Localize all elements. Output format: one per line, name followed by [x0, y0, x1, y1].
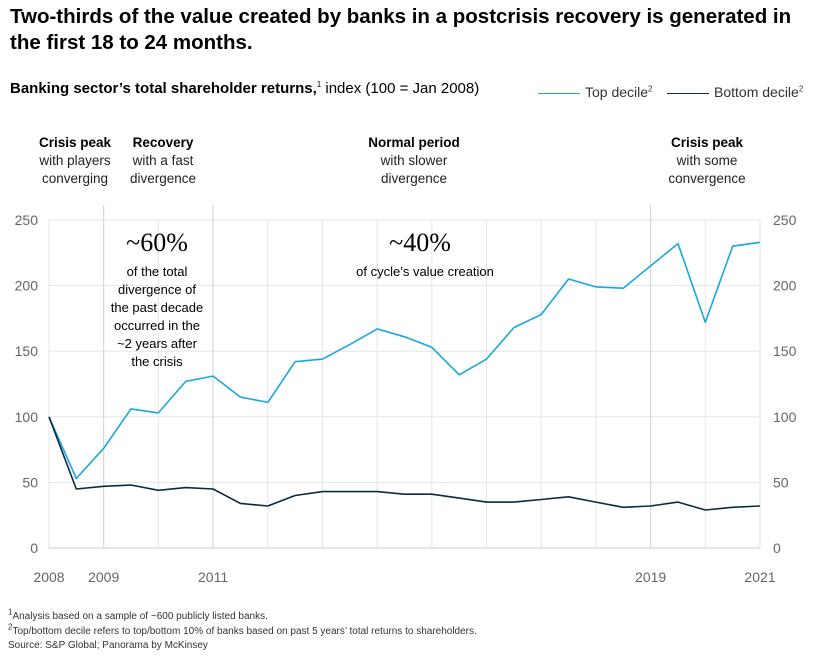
phase-desc: with players converging: [39, 153, 111, 186]
legend-label-top: Top decile: [585, 84, 649, 100]
phase-title: Crisis peak: [38, 135, 112, 150]
chart-subtitle: Banking sector’s total shareholder retur…: [10, 80, 479, 97]
y-tick-label-left: 0: [30, 540, 38, 556]
y-tick-label-right: 150: [773, 343, 797, 359]
phase-desc: with slower divergence: [380, 153, 448, 186]
annotation-60-value: ~60%: [126, 228, 188, 257]
annotation-60-text: of the total divergence of the past deca…: [110, 264, 204, 369]
footnote-sup: 1: [8, 607, 13, 617]
legend-label-bottom: Bottom decile: [714, 84, 799, 100]
y-tick-label-right: 50: [773, 474, 789, 490]
phase-title: Recovery: [132, 135, 194, 150]
phase-title: Normal period: [368, 135, 460, 150]
legend-sup-top: 2: [648, 84, 653, 94]
x-tick-label: 2011: [198, 569, 228, 585]
legend-top-decile: Top decile2: [538, 84, 653, 100]
y-tick-label-left: 50: [22, 474, 38, 490]
subtitle-footnote-ref: 1: [316, 80, 322, 89]
annotation-40-value: ~40%: [389, 228, 451, 257]
phase-desc: with a fast divergence: [129, 153, 197, 186]
footnote-text: Analysis based on a sample of ~600 publi…: [12, 611, 268, 622]
subtitle-bold: Banking sector’s total shareholder retur…: [10, 80, 317, 97]
series-line-bottom-decile: [48, 416, 761, 511]
x-tick-label: 2019: [635, 569, 666, 585]
legend-swatch-bottom: [667, 92, 709, 94]
y-tick-label-left: 200: [15, 278, 39, 294]
phase-normal-period: Normal period with slower divergence: [368, 134, 460, 188]
x-tick-label: 2009: [88, 569, 119, 585]
phase-desc: with some convergence: [668, 153, 746, 186]
y-tick-label-left: 100: [15, 409, 39, 425]
chart-title: Two-thirds of the value created by banks…: [10, 5, 792, 54]
y-tick-label-left: 250: [15, 212, 39, 228]
phase-crisis-peak-2008: Crisis peak with players converging: [39, 134, 111, 188]
series-line-top-decile: [48, 241, 761, 480]
footnote-sup: 2: [8, 622, 13, 632]
subtitle-rest: index (100 = Jan 2008): [321, 80, 480, 97]
footnote-2: 2Top/bottom decile refers to top/bottom …: [8, 622, 477, 637]
phase-crisis-peak-2020: Crisis peak with some convergence: [668, 134, 745, 188]
x-tick-label: 2021: [744, 569, 775, 585]
y-tick-label-right: 100: [773, 409, 797, 425]
annotation-40-text: of cycle’s value creation: [356, 264, 494, 279]
x-tick-label: 2008: [33, 569, 64, 585]
legend-swatch-top: [538, 92, 580, 94]
y-tick-label-right: 200: [773, 278, 797, 294]
y-tick-label-right: 250: [773, 212, 797, 228]
legend-sup-bottom: 2: [798, 84, 804, 94]
footnote-1: 1Analysis based on a sample of ~600 publ…: [8, 607, 268, 622]
phase-title: Crisis peak: [670, 135, 744, 150]
y-tick-label-right: 0: [773, 540, 781, 556]
y-tick-label-left: 150: [15, 343, 39, 359]
footnote-text: Top/bottom decile refers to top/bottom 1…: [12, 626, 477, 637]
footnote-source: Source: S&P Global; Panorama by McKinsey: [8, 640, 208, 651]
legend-bottom-decile: Bottom decile2: [667, 84, 803, 100]
phase-recovery: Recovery with a fast divergence: [130, 134, 196, 188]
footnote-text: Source: S&P Global; Panorama by McKinsey: [8, 640, 208, 651]
